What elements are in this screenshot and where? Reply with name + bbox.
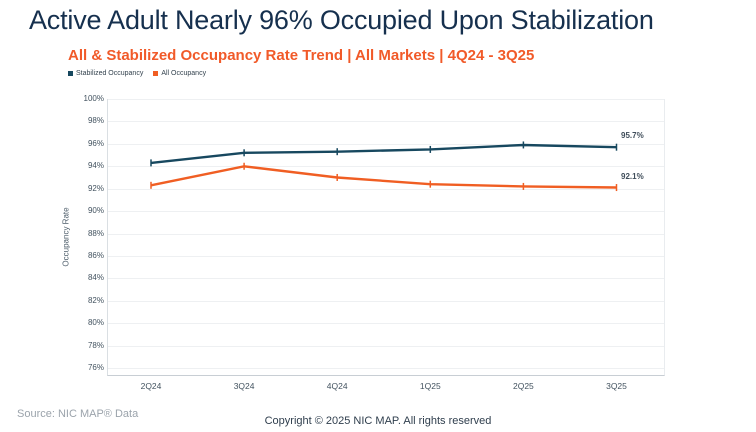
gridline	[108, 323, 664, 325]
legend-label: Stabilized Occupancy	[76, 70, 144, 77]
chart-legend: Stabilized Occupancy All Occupancy	[68, 70, 206, 77]
series-line	[150, 143, 617, 165]
y-tick-label: 90%	[87, 206, 104, 216]
gridline	[108, 233, 664, 235]
legend-item: All Occupancy	[153, 70, 206, 77]
gridline	[108, 211, 664, 213]
x-tick-label: 3Q25	[606, 381, 627, 391]
y-tick-label: 88%	[87, 228, 104, 238]
legend-item: Stabilized Occupancy	[68, 70, 143, 77]
y-tick-label: 98%	[87, 116, 104, 126]
chart-subtitle: All & Stabilized Occupancy Rate Trend | …	[68, 47, 535, 64]
x-tick-label: 4Q24	[326, 381, 348, 391]
gridline	[108, 368, 664, 369]
y-tick-label: 80%	[87, 318, 104, 328]
legend-swatch-icon	[153, 71, 159, 76]
gridline	[108, 188, 664, 190]
y-tick-label: 96%	[87, 138, 104, 148]
gridline	[108, 255, 664, 257]
chart-lines	[150, 141, 618, 192]
gridline	[108, 166, 664, 168]
y-tick-label: 92%	[87, 183, 104, 193]
copyright-note: Copyright © 2025 NIC MAP. All rights res…	[264, 415, 492, 427]
y-tick-label: 76%	[87, 363, 104, 372]
gridline	[108, 278, 664, 280]
gridline	[108, 300, 664, 302]
x-tick-label: 3Q24	[233, 381, 255, 391]
x-tick-label: 2Q25	[512, 381, 534, 391]
y-tick-label: 82%	[87, 295, 104, 305]
series-end-label: 92.1%	[621, 171, 644, 181]
legend-swatch-icon	[68, 71, 73, 76]
x-tick-label: 2Q24	[140, 381, 162, 391]
gridline	[108, 121, 664, 123]
legend-label: All Occupancy	[161, 70, 207, 77]
gridline	[108, 143, 664, 145]
plot-area: 100% 98% 96% 94% 92% 90% 88% 86% 84% 82% 80% 78% 76%…	[84, 94, 665, 391]
series-end-label: 95.7%	[621, 131, 644, 141]
gridline	[108, 345, 664, 347]
gridline	[108, 99, 664, 100]
y-tick-label: 86%	[87, 250, 104, 260]
y-tick-label: 100%	[83, 94, 104, 103]
page-title: Active Adult Nearly 96% Occupied Upon St…	[29, 5, 654, 35]
y-tick-label: 84%	[87, 273, 104, 283]
y-tick-label: 78%	[87, 340, 104, 350]
y-tick-label: 94%	[87, 161, 104, 171]
source-note: Source: NIC MAP® Data	[17, 408, 139, 420]
series-line	[150, 165, 617, 189]
x-tick-label: 1Q25	[419, 381, 441, 391]
